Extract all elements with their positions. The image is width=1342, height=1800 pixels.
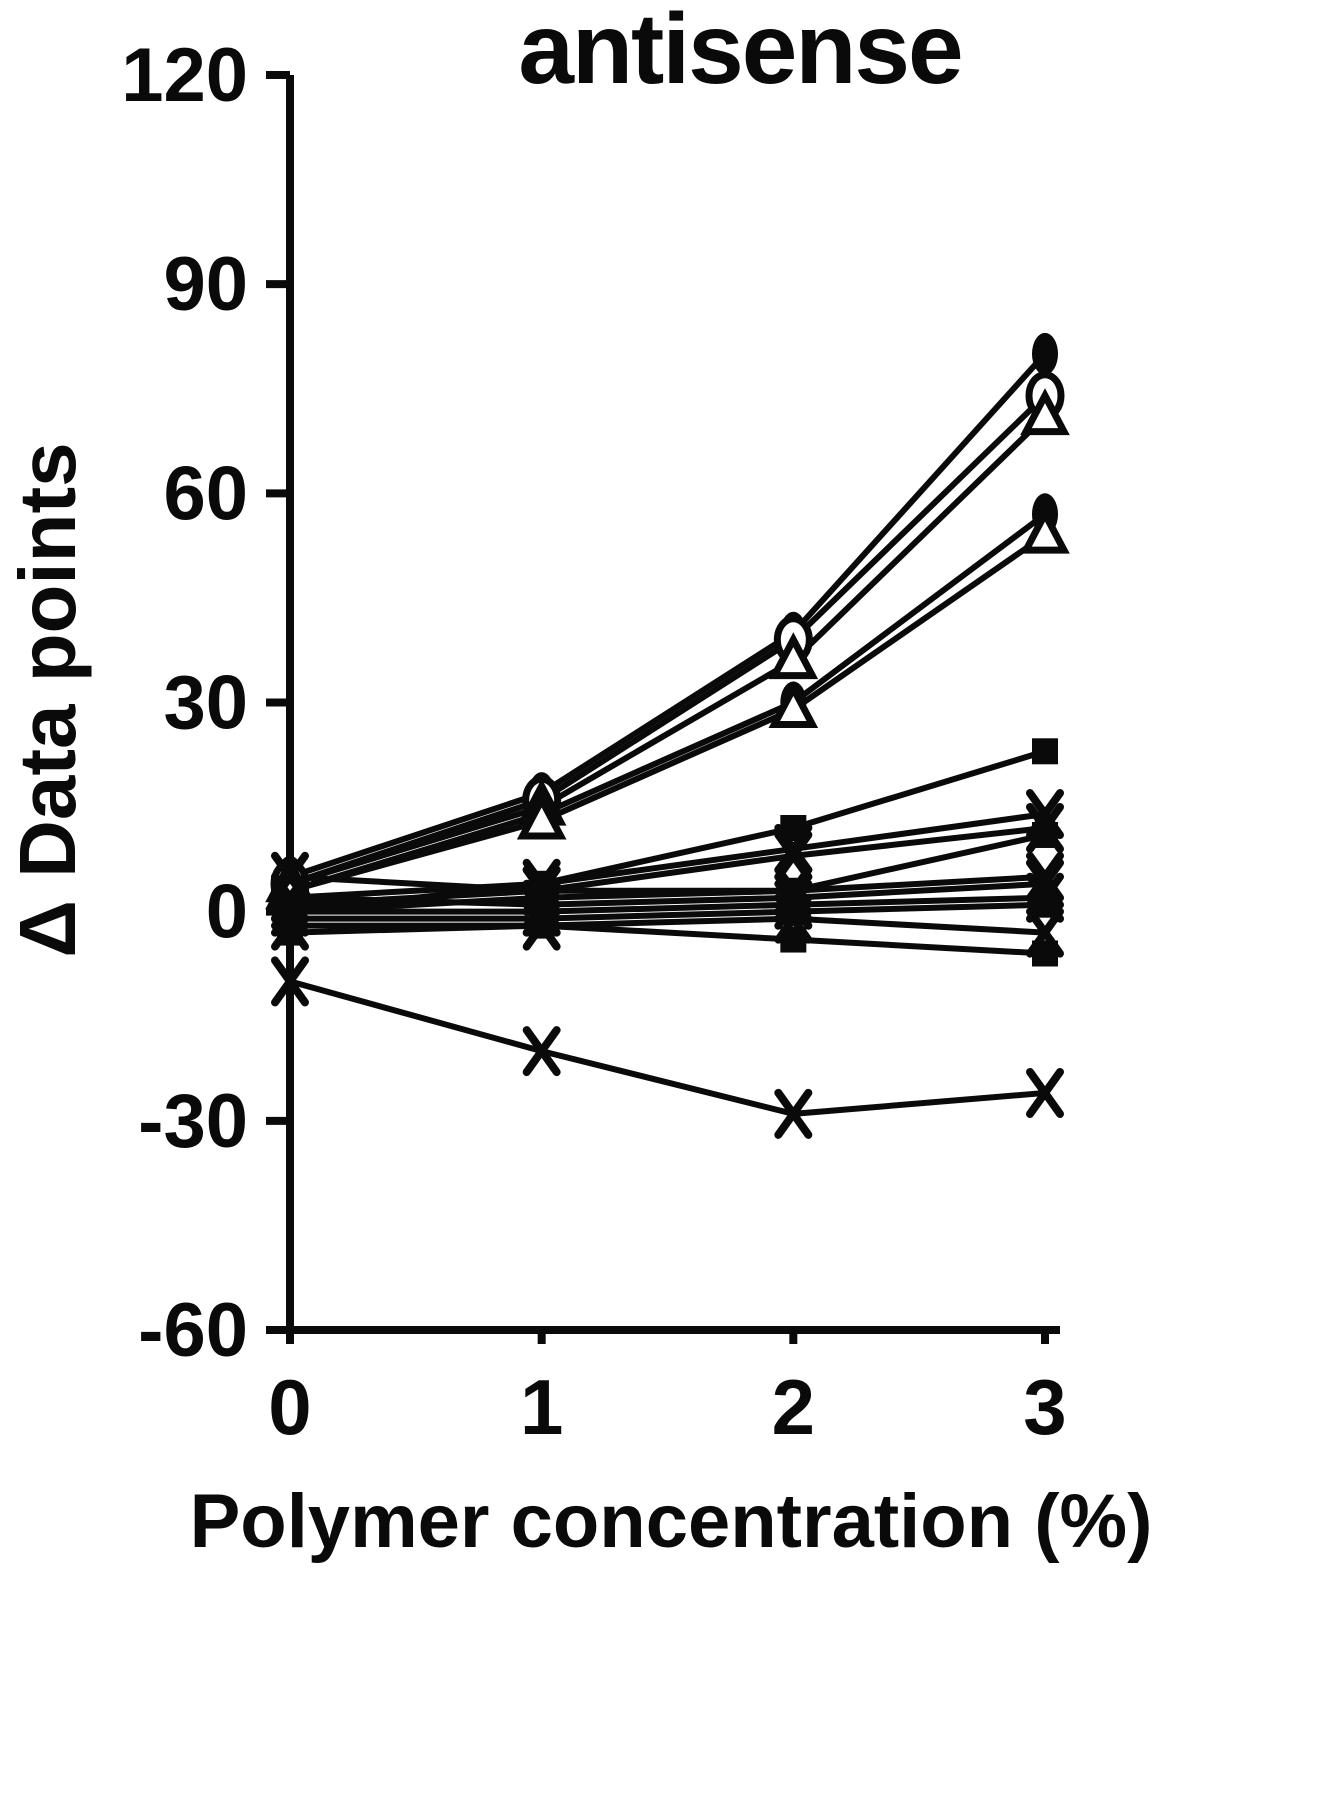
y-tick-label: 90 [163, 242, 248, 327]
marker-open-triangle-open-triangle-top [768, 632, 819, 680]
series-line-filled-square-low [287, 831, 1048, 915]
marker-filled-square-filled-square-declining [1032, 940, 1058, 967]
marker-filled-square-filled-square-low [1032, 821, 1058, 848]
marker-open-triangle-open-triangle-mid [768, 680, 819, 728]
marker-filled-square-filled-square-declining [780, 926, 807, 953]
series-line-filled-square-declining [287, 922, 1048, 957]
series-line-open-triangle-mid [287, 532, 1048, 894]
marker-open-triangle-open-triangle-top [1020, 388, 1070, 436]
marker-filled-square-filled-square-declining [277, 919, 303, 946]
marker-filled-square-filled-square-flat [1032, 891, 1058, 918]
series-line-open-triangle-top [287, 413, 1048, 887]
x-tick-label: 0 [268, 1363, 311, 1451]
series-line-x-flat-3 [287, 894, 1048, 915]
series-line-filled-ellipse-top [287, 350, 1048, 880]
marker-open-triangle-open-triangle-mid [1020, 506, 1070, 554]
x-tick-label: 3 [1023, 1363, 1066, 1451]
y-tick-label: 30 [163, 661, 248, 746]
series-line-x-flat-1 [287, 873, 1048, 894]
y-tick-label: 120 [121, 33, 248, 118]
marker-filled-square-filled-square-declining [528, 912, 555, 939]
marker-x-x-rising-1 [774, 823, 813, 874]
marker-filled-square-filled-square-rising [1032, 738, 1058, 765]
x-tick-label: 2 [772, 1363, 815, 1451]
marker-x-x-declining [1026, 1067, 1064, 1118]
y-axis-label: Δ Data points [3, 442, 92, 958]
marker-x-x-flat-1 [1026, 851, 1064, 902]
marker-x-x-declining [271, 956, 309, 1007]
y-tick-label: 0 [206, 870, 248, 955]
series-line-x-declining [287, 978, 1048, 1117]
marker-x-x-declining [522, 1026, 561, 1077]
marker-open-triangle-open-triangle-mid [516, 792, 567, 840]
marker-x-x-declining [774, 1088, 813, 1139]
y-tick-label: -30 [138, 1079, 248, 1164]
x-axis-label: Polymer concentration (%) [189, 1479, 1153, 1564]
y-tick-label: -60 [138, 1288, 248, 1373]
series-line-x-flat-4 [287, 915, 1048, 936]
marker-filled-ellipse-filled-ellipse-top [1032, 332, 1058, 375]
series-line-x-rising-1 [287, 811, 1048, 901]
series-line-open-circle [287, 392, 1048, 887]
series-line-filled-square-flat [287, 901, 1048, 922]
x-tick-label: 1 [520, 1363, 563, 1451]
y-tick-label: 60 [163, 451, 248, 536]
series-line-filled-ellipse-mid [287, 511, 1048, 894]
series-line-x-rising-2 [287, 825, 1048, 908]
series-line-x-flat-2 [287, 880, 1048, 908]
chart-title: antisense [518, 0, 963, 105]
